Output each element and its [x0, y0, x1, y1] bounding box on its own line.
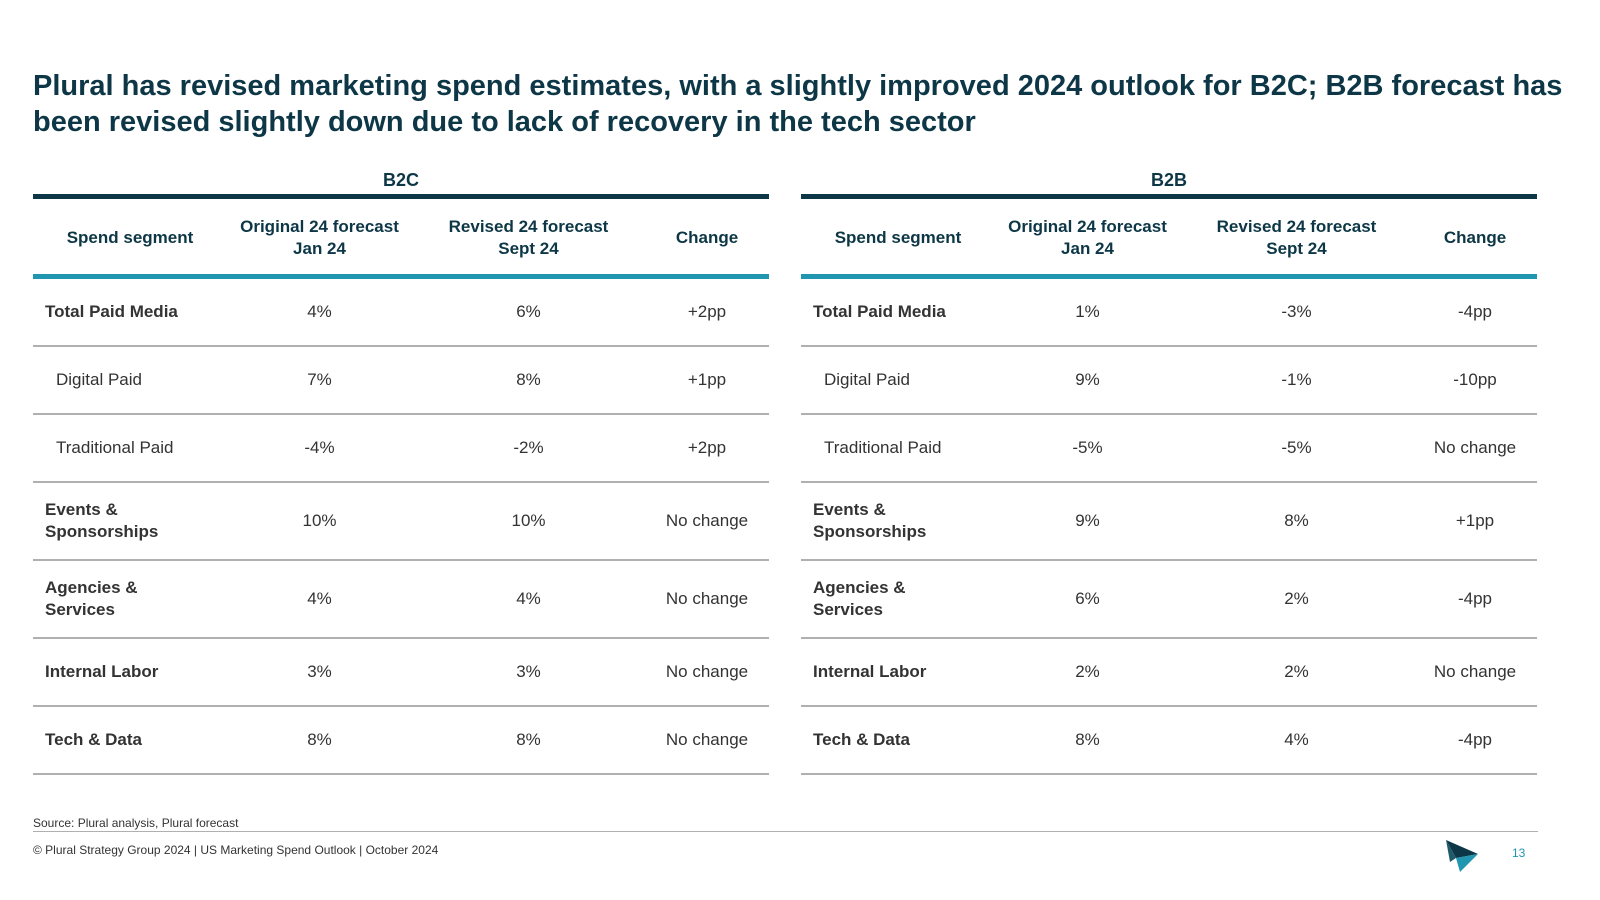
b2c-header-change: Change [645, 199, 769, 279]
table-row: Total Paid Media 4% 6% +2pp [33, 276, 769, 347]
b2b-table: Spend segment Original 24 forecast Jan 24… [801, 199, 1537, 775]
original-cell: 8% [227, 706, 412, 775]
b2b-header-segment: Spend segment [801, 199, 995, 279]
original-cell: 6% [995, 560, 1180, 639]
revised-cell: 6% [412, 276, 645, 347]
plural-logo-icon [1444, 836, 1480, 874]
table-row: Digital Paid 7% 8% +1pp [33, 346, 769, 415]
table-row: Traditional Paid -5% -5% No change [801, 414, 1537, 483]
b2c-panel: B2C Spend segment Original 24 forecast Ja… [33, 166, 769, 775]
b2b-panel-rule [801, 194, 1537, 199]
change-cell: -4pp [1413, 560, 1537, 639]
segment-cell: Tech & Data [33, 706, 227, 775]
original-cell: -5% [995, 414, 1180, 483]
table-row: Events & Sponsorships 9% 8% +1pp [801, 482, 1537, 561]
b2c-panel-title: B2C [382, 170, 419, 190]
original-cell: 7% [227, 346, 412, 415]
b2b-panel: B2B Spend segment Original 24 forecast Ja… [801, 166, 1537, 775]
copyright-text: © Plural Strategy Group 2024 | US Market… [33, 843, 439, 857]
revised-cell: 8% [412, 706, 645, 775]
change-cell: +2pp [645, 414, 769, 483]
b2b-header-original: Original 24 forecast Jan 24 [995, 199, 1180, 279]
revised-cell: 4% [1180, 706, 1413, 775]
b2b-header-revised: Revised 24 forecast Sept 24 [1180, 199, 1413, 279]
table-row: Events & Sponsorships 10% 10% No change [33, 482, 769, 561]
page-number: 13 [1512, 846, 1526, 860]
revised-cell: -2% [412, 414, 645, 483]
change-cell: No change [1413, 638, 1537, 707]
segment-cell: Total Paid Media [801, 276, 995, 347]
segment-cell: Internal Labor [33, 638, 227, 707]
change-cell: +1pp [1413, 482, 1537, 561]
revised-cell: 10% [412, 482, 645, 561]
change-cell: +2pp [645, 276, 769, 347]
b2c-table: Spend segment Original 24 forecast Jan 24… [33, 199, 769, 775]
revised-cell: 8% [1180, 482, 1413, 561]
table-row: Internal Labor 2% 2% No change [801, 638, 1537, 707]
segment-cell: Traditional Paid [33, 414, 227, 483]
revised-cell: 3% [412, 638, 645, 707]
table-row: Internal Labor 3% 3% No change [33, 638, 769, 707]
change-cell: No change [645, 482, 769, 561]
revised-cell: 4% [412, 560, 645, 639]
revised-cell: -1% [1180, 346, 1413, 415]
table-row: Total Paid Media 1% -3% -4pp [801, 276, 1537, 347]
original-cell: 2% [995, 638, 1180, 707]
original-cell: 1% [995, 276, 1180, 347]
original-cell: 4% [227, 560, 412, 639]
page-title: Plural has revised marketing spend estim… [33, 70, 1563, 138]
change-cell: -4pp [1413, 276, 1537, 347]
revised-cell: -5% [1180, 414, 1413, 483]
change-cell: No change [645, 638, 769, 707]
table-row: Traditional Paid -4% -2% +2pp [33, 414, 769, 483]
segment-cell: Agencies & Services [801, 560, 995, 639]
segment-cell: Events & Sponsorships [801, 482, 995, 561]
original-cell: 10% [227, 482, 412, 561]
segment-cell: Digital Paid [33, 346, 227, 415]
segment-cell: Digital Paid [801, 346, 995, 415]
b2c-panel-rule [33, 194, 769, 199]
b2b-header-row: Spend segment Original 24 forecast Jan 24… [801, 199, 1537, 279]
footer-divider [33, 831, 1538, 832]
change-cell: +1pp [645, 346, 769, 415]
original-cell: 9% [995, 346, 1180, 415]
original-cell: 9% [995, 482, 1180, 561]
change-cell: -4pp [1413, 706, 1537, 775]
segment-cell: Events & Sponsorships [33, 482, 227, 561]
revised-cell: 2% [1180, 638, 1413, 707]
change-cell: No change [1413, 414, 1537, 483]
segment-cell: Internal Labor [801, 638, 995, 707]
b2c-header-segment: Spend segment [33, 199, 227, 279]
original-cell: 8% [995, 706, 1180, 775]
revised-cell: 2% [1180, 560, 1413, 639]
table-row: Tech & Data 8% 4% -4pp [801, 706, 1537, 775]
source-note: Source: Plural analysis, Plural forecast [33, 816, 239, 830]
b2c-header-row: Spend segment Original 24 forecast Jan 24… [33, 199, 769, 279]
segment-cell: Agencies & Services [33, 560, 227, 639]
table-row: Agencies & Services 4% 4% No change [33, 560, 769, 639]
segment-cell: Tech & Data [801, 706, 995, 775]
b2c-header-revised: Revised 24 forecast Sept 24 [412, 199, 645, 279]
change-cell: No change [645, 560, 769, 639]
change-cell: No change [645, 706, 769, 775]
segment-cell: Total Paid Media [33, 276, 227, 347]
original-cell: 3% [227, 638, 412, 707]
original-cell: 4% [227, 276, 412, 347]
change-cell: -10pp [1413, 346, 1537, 415]
revised-cell: -3% [1180, 276, 1413, 347]
table-row: Digital Paid 9% -1% -10pp [801, 346, 1537, 415]
revised-cell: 8% [412, 346, 645, 415]
b2c-header-original: Original 24 forecast Jan 24 [227, 199, 412, 279]
segment-cell: Traditional Paid [801, 414, 995, 483]
original-cell: -4% [227, 414, 412, 483]
b2b-header-change: Change [1413, 199, 1537, 279]
table-row: Agencies & Services 6% 2% -4pp [801, 560, 1537, 639]
table-row: Tech & Data 8% 8% No change [33, 706, 769, 775]
b2b-panel-title: B2B [1150, 170, 1187, 190]
